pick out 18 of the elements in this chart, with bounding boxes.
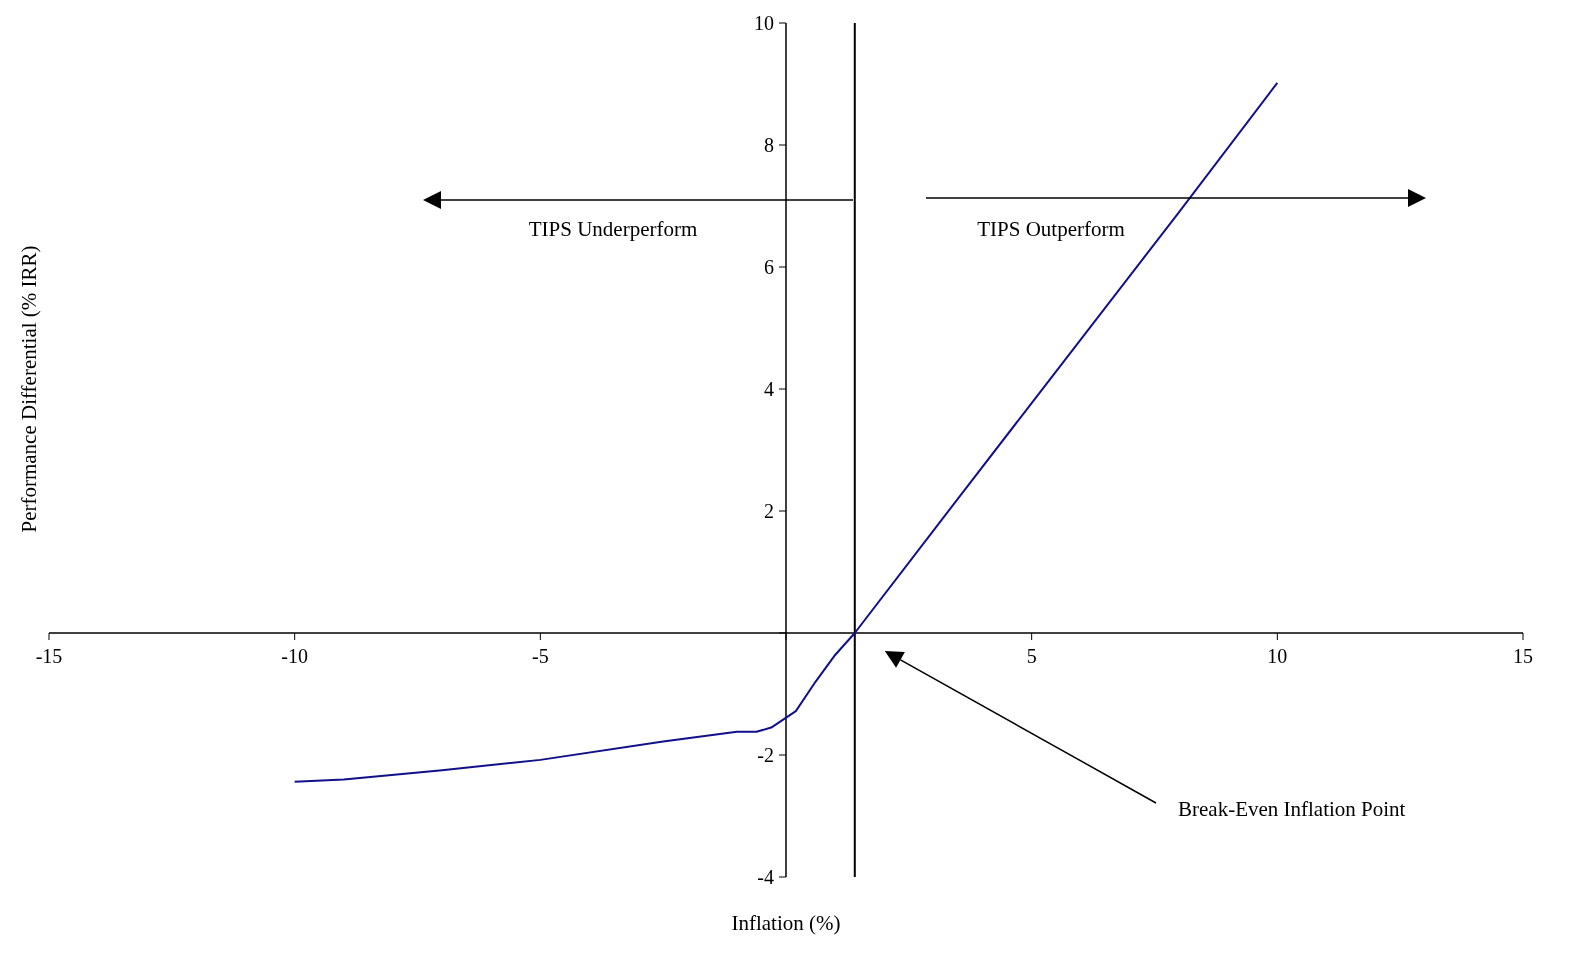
y-tick-label: 6 (764, 256, 774, 278)
x-tick-label: -15 (35, 645, 63, 667)
x-axis-title: Inflation (%) (731, 911, 841, 935)
x-tick-label: 5 (1026, 645, 1037, 667)
x-tick-label: -5 (532, 645, 549, 667)
x-tick-label: 15 (1513, 645, 1533, 667)
x-tick-label: -10 (281, 645, 308, 667)
y-tick-label: -4 (757, 866, 774, 888)
annotation: TIPS Underperform (528, 217, 698, 241)
y-tick-label: 8 (764, 134, 774, 156)
annotation: Break-Even Inflation Point (1178, 797, 1406, 821)
y-tick-label: 4 (764, 378, 774, 400)
y-tick-label: 2 (764, 500, 774, 522)
annotation: TIPS Outperform (977, 217, 1125, 241)
x-tick-label: 10 (1267, 645, 1288, 667)
y-tick-label: 10 (754, 12, 774, 34)
y-tick-label: -2 (757, 744, 774, 766)
y-axis-title: Performance Differential (% IRR) (17, 245, 41, 533)
